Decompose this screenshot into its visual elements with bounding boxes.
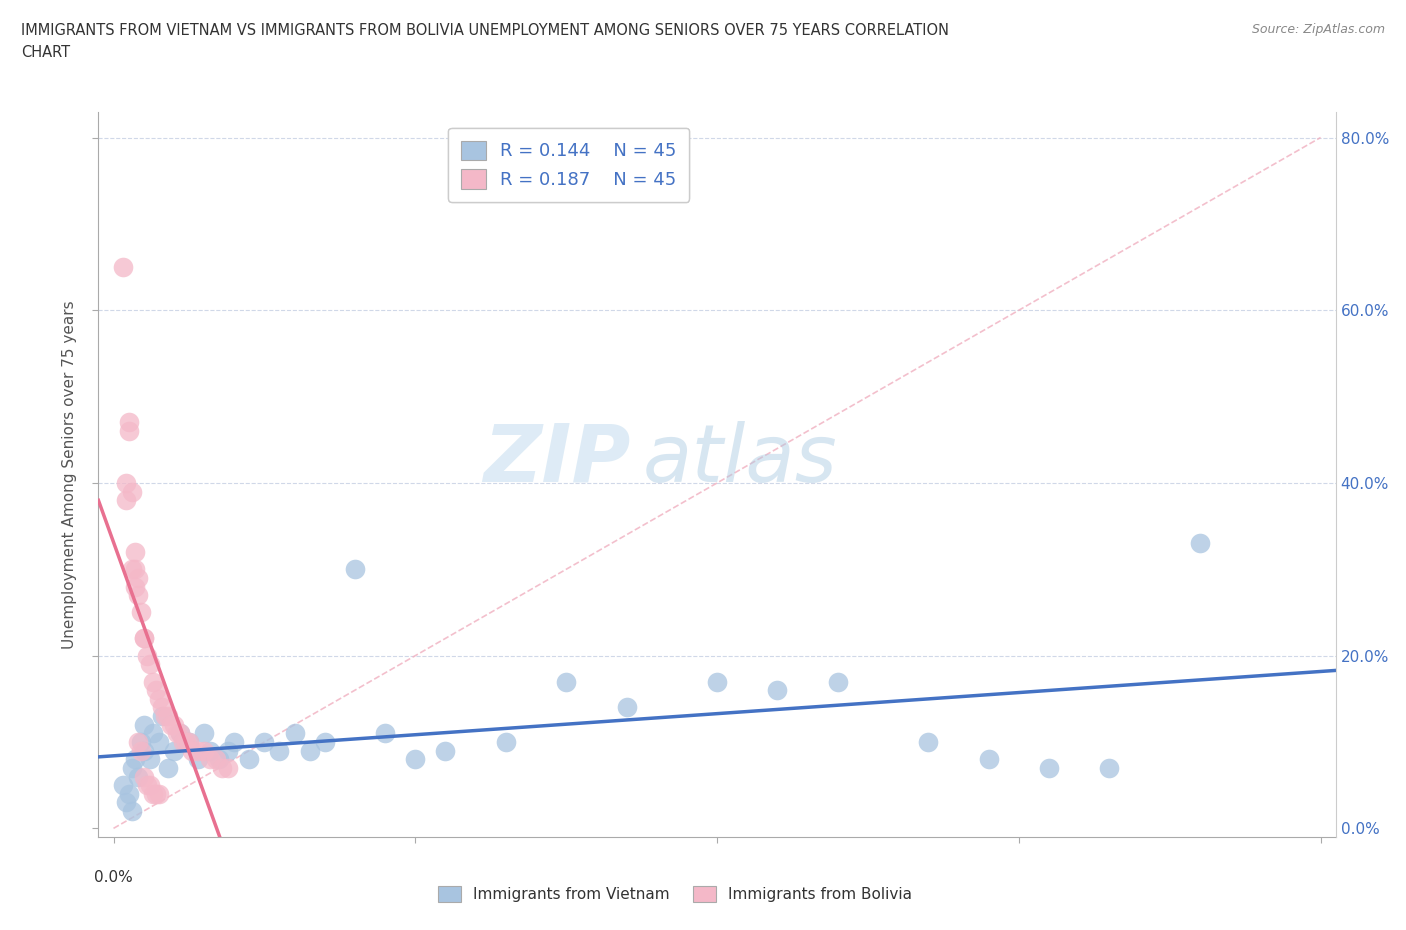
Legend: R = 0.144    N = 45, R = 0.187    N = 45: R = 0.144 N = 45, R = 0.187 N = 45 — [449, 128, 689, 202]
Point — [160, 717, 183, 732]
Point — [1098, 761, 1121, 776]
Legend: Immigrants from Vietnam, Immigrants from Bolivia: Immigrants from Vietnam, Immigrants from… — [432, 880, 918, 909]
Point — [132, 769, 155, 784]
Point — [208, 751, 231, 766]
Point — [224, 735, 246, 750]
Point — [138, 657, 160, 671]
Point — [124, 562, 146, 577]
Point — [138, 751, 160, 766]
Point — [127, 588, 149, 603]
Point — [148, 787, 170, 802]
Point — [117, 415, 139, 430]
Y-axis label: Unemployment Among Seniors over 75 years: Unemployment Among Seniors over 75 years — [62, 300, 77, 648]
Point — [253, 735, 276, 750]
Text: CHART: CHART — [21, 45, 70, 60]
Point — [117, 787, 139, 802]
Point — [177, 735, 200, 750]
Point — [129, 605, 152, 620]
Point — [121, 485, 143, 499]
Point — [145, 683, 167, 698]
Text: 0.0%: 0.0% — [94, 870, 134, 884]
Point — [917, 735, 939, 750]
Point — [148, 735, 170, 750]
Point — [111, 259, 134, 274]
Point — [142, 674, 165, 689]
Point — [1188, 536, 1211, 551]
Text: atlas: atlas — [643, 420, 838, 498]
Point — [374, 726, 396, 741]
Text: IMMIGRANTS FROM VIETNAM VS IMMIGRANTS FROM BOLIVIA UNEMPLOYMENT AMONG SENIORS OV: IMMIGRANTS FROM VIETNAM VS IMMIGRANTS FR… — [21, 23, 949, 38]
Point — [132, 631, 155, 645]
Point — [193, 726, 215, 741]
Point — [121, 562, 143, 577]
Point — [124, 751, 146, 766]
Point — [193, 743, 215, 758]
Point — [314, 735, 336, 750]
Point — [142, 726, 165, 741]
Point — [142, 787, 165, 802]
Point — [434, 743, 457, 758]
Point — [138, 777, 160, 792]
Point — [187, 743, 209, 758]
Point — [135, 648, 157, 663]
Point — [1038, 761, 1060, 776]
Point — [284, 726, 307, 741]
Point — [766, 683, 789, 698]
Point — [148, 691, 170, 706]
Point — [238, 751, 260, 766]
Point — [198, 743, 221, 758]
Point — [169, 726, 191, 741]
Text: Source: ZipAtlas.com: Source: ZipAtlas.com — [1251, 23, 1385, 36]
Point — [177, 735, 200, 750]
Point — [616, 700, 638, 715]
Point — [156, 761, 179, 776]
Point — [114, 493, 136, 508]
Point — [127, 735, 149, 750]
Point — [343, 562, 366, 577]
Point — [114, 475, 136, 490]
Point — [198, 751, 221, 766]
Text: ZIP: ZIP — [484, 420, 630, 498]
Point — [217, 743, 239, 758]
Point — [181, 743, 204, 758]
Point — [127, 769, 149, 784]
Point — [121, 761, 143, 776]
Point — [124, 579, 146, 594]
Point — [163, 717, 186, 732]
Point — [555, 674, 578, 689]
Point — [150, 700, 173, 715]
Point — [127, 570, 149, 585]
Point — [111, 777, 134, 792]
Point — [166, 726, 188, 741]
Point — [156, 709, 179, 724]
Point — [706, 674, 728, 689]
Point — [211, 761, 233, 776]
Point — [217, 761, 239, 776]
Point — [827, 674, 849, 689]
Point — [135, 777, 157, 792]
Point — [163, 743, 186, 758]
Point — [121, 804, 143, 818]
Point — [132, 631, 155, 645]
Point — [174, 735, 197, 750]
Point — [298, 743, 321, 758]
Point — [129, 735, 152, 750]
Point — [187, 751, 209, 766]
Point — [153, 709, 176, 724]
Point — [124, 545, 146, 560]
Point — [129, 743, 152, 758]
Point — [404, 751, 426, 766]
Point — [495, 735, 517, 750]
Point — [172, 735, 194, 750]
Point — [169, 726, 191, 741]
Point — [145, 787, 167, 802]
Point — [269, 743, 291, 758]
Point — [132, 743, 155, 758]
Point — [117, 424, 139, 439]
Point — [205, 751, 228, 766]
Point — [132, 717, 155, 732]
Point — [977, 751, 1000, 766]
Point — [114, 795, 136, 810]
Point — [150, 709, 173, 724]
